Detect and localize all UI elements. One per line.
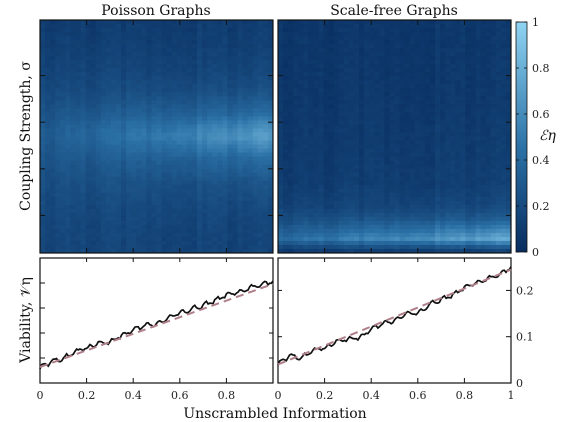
colorbar-tick-label: 0.8 [532,62,550,75]
x-tick-label: 0.4 [362,389,380,402]
linear-fit-line [277,268,512,366]
heatmap-ticks [40,20,273,253]
colorbar-label: ℰη [539,128,556,144]
colorbar-tick-label: 1 [532,16,539,29]
viability-label: Viability, 𝒱η [18,277,34,364]
x-tick-label: 0.2 [316,389,334,402]
viability-left-frame [39,257,274,384]
colorbar [515,21,528,253]
colorbar-tick-label: 0.2 [532,200,550,213]
colorbar-tick-label: 0.6 [532,108,550,121]
poisson-heatmap [40,20,273,253]
scalefree-title: Scale-free Graphs [330,3,458,19]
x-tick-label: 0 [275,389,282,402]
linear-fit-line [39,283,274,368]
x-tick-label: 0.2 [78,389,96,402]
colorbar-tick-label: 0 [532,246,539,259]
viability-line [39,280,274,370]
x-tick-label: 1 [508,389,515,402]
x-tick-label: 0.8 [218,389,236,402]
y-tick-label: 0.2 [516,284,534,297]
colorbar-ticks: 0 0.2 0.4 0.6 0.8 1 [516,16,550,259]
x-axis-label: Unscrambled Information [183,406,366,422]
y-tick-label: 0 [516,377,523,390]
colorbar-tick-label: 0.4 [532,154,550,167]
y-tick-label: 0.1 [516,331,534,344]
x-tick-label: 0.8 [456,389,474,402]
scalefree-heatmap [278,20,511,253]
heatmap-ticks [278,20,511,253]
x-tick-label: 0 [37,389,44,402]
x-tick-label: 0.6 [171,389,189,402]
coupling-strength-label: Coupling Strength, σ [18,61,34,211]
x-tick-label: 0.4 [124,389,142,402]
poisson-title: Poisson Graphs [101,3,210,19]
x-tick-label: 0.6 [409,389,427,402]
